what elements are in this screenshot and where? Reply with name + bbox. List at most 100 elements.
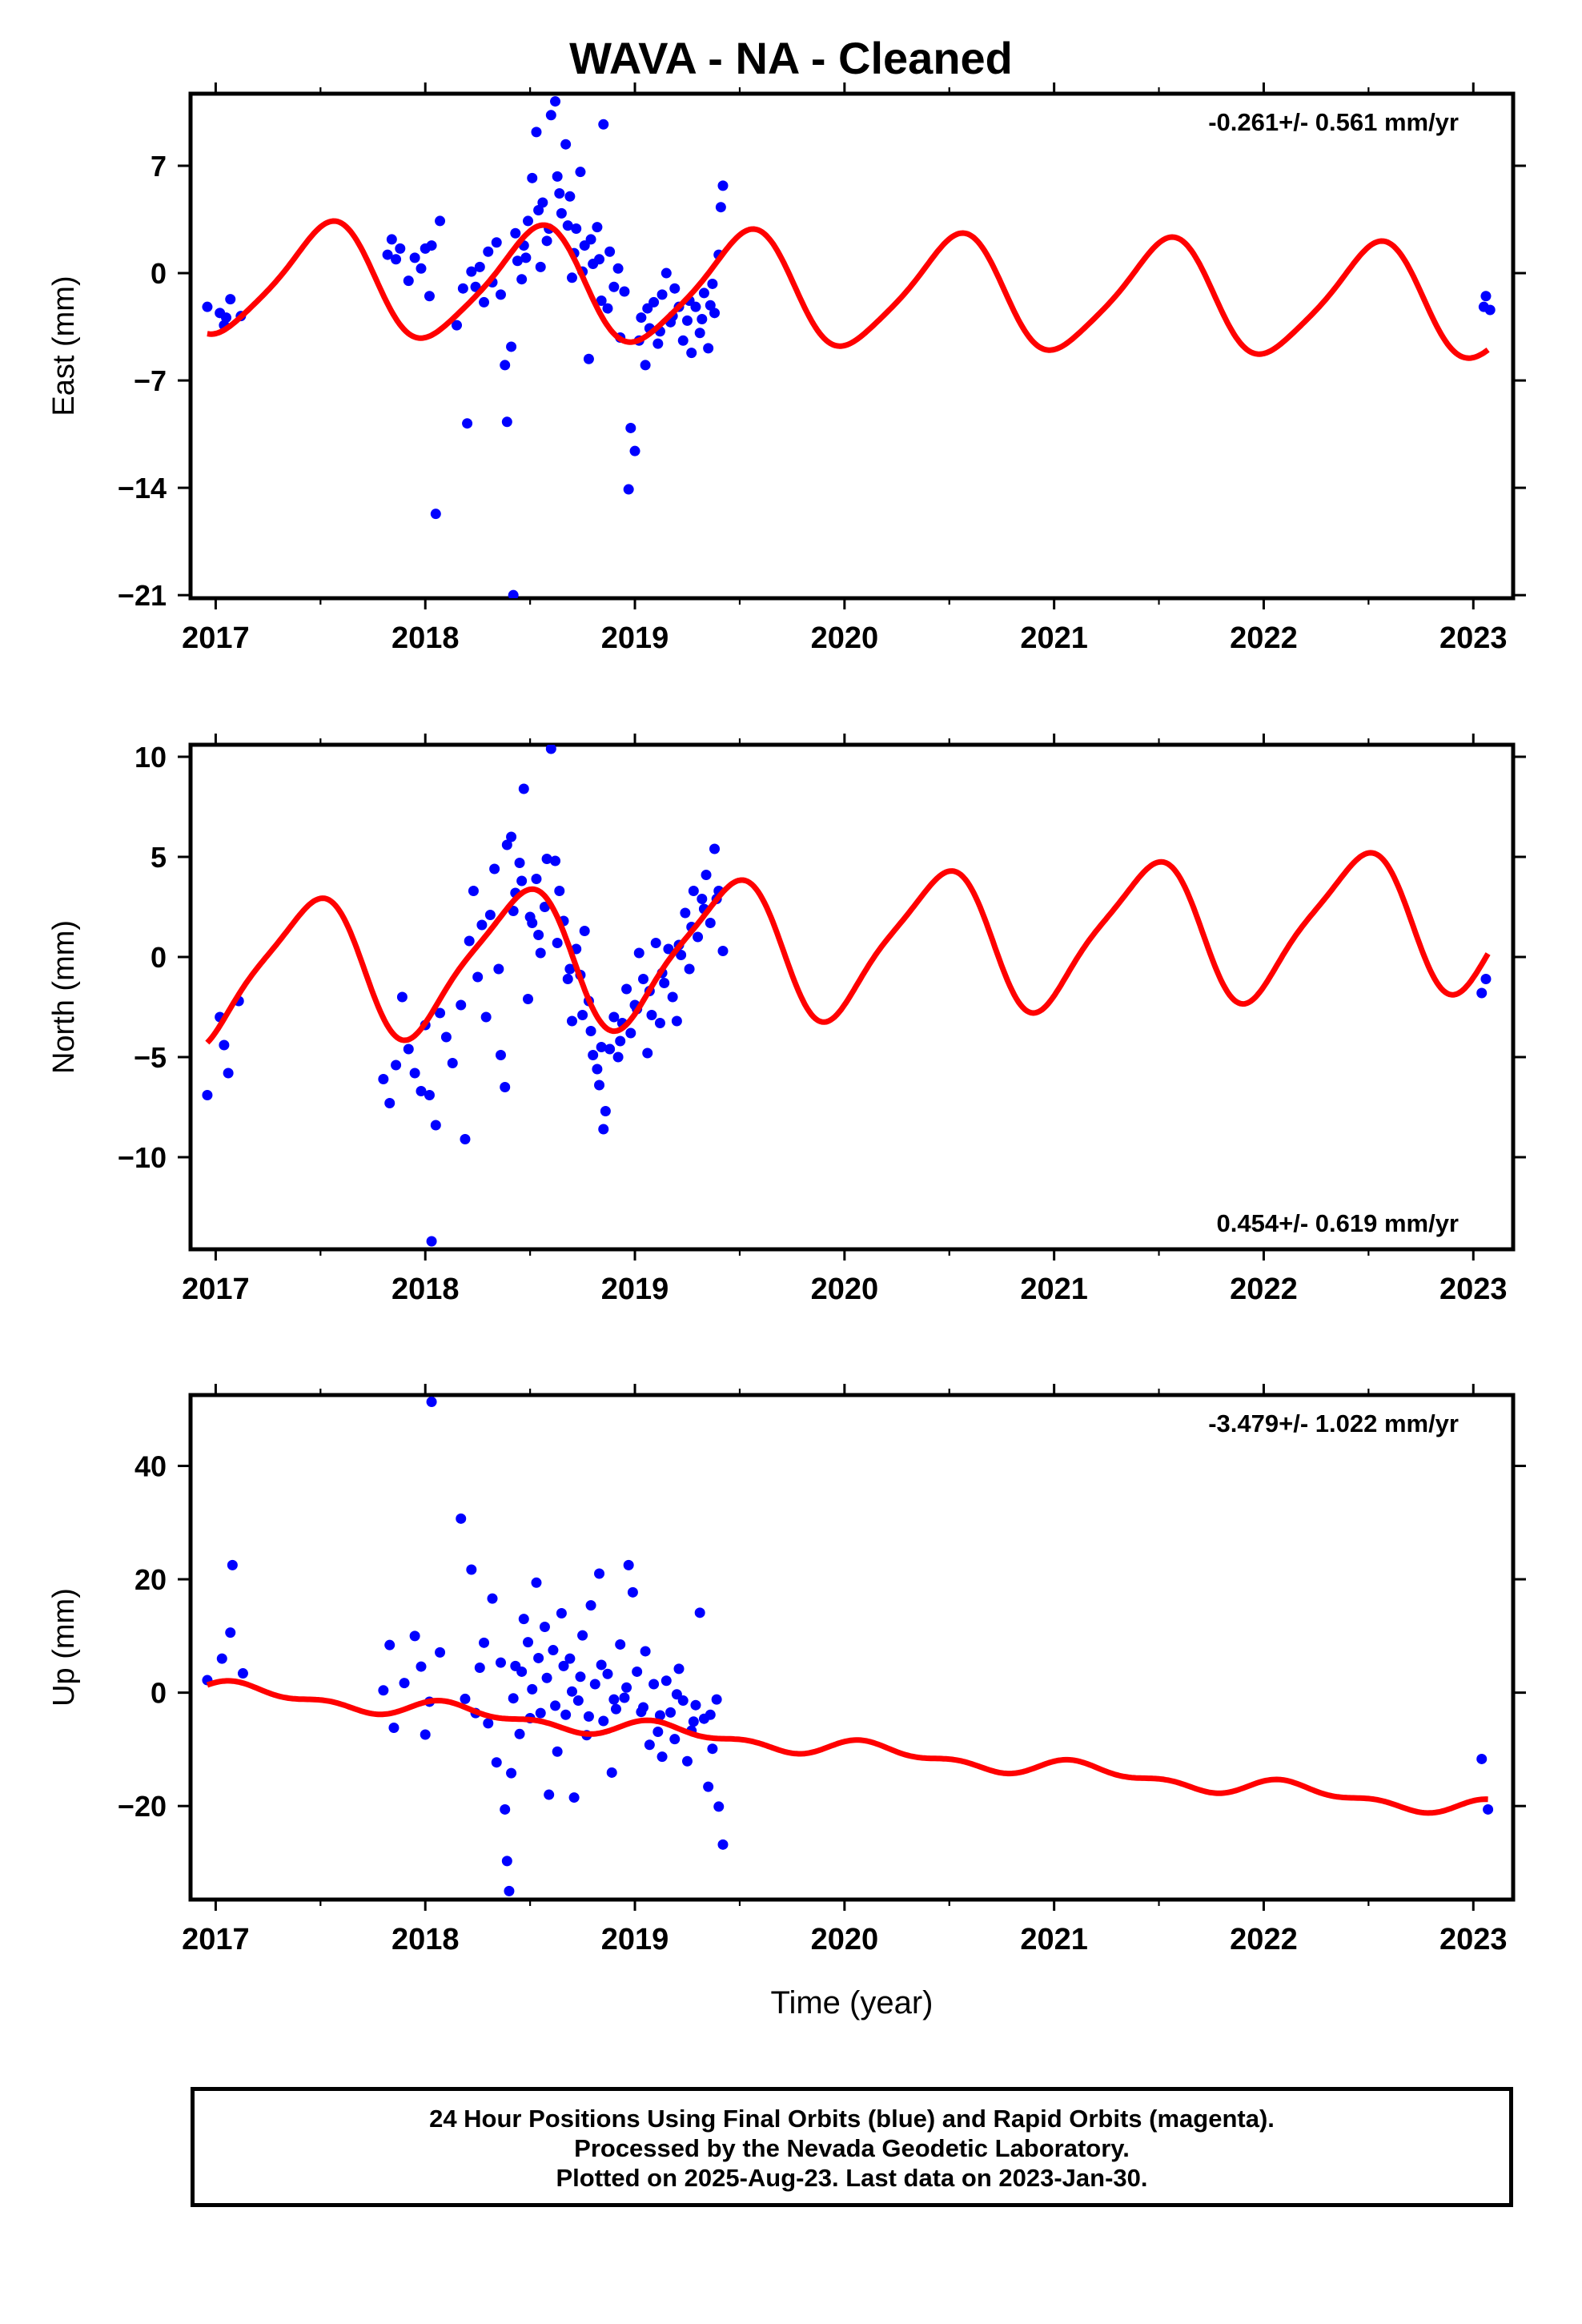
- data-point: [564, 963, 576, 975]
- data-point: [504, 1885, 515, 1896]
- data-point: [520, 252, 532, 263]
- data-point: [705, 300, 716, 311]
- data-point: [667, 991, 678, 1003]
- y-tick-label: −14: [118, 472, 167, 505]
- data-point: [592, 1063, 603, 1075]
- data-point: [562, 974, 573, 984]
- data-point: [416, 1661, 427, 1672]
- data-point: [707, 278, 718, 289]
- data-point: [552, 1746, 563, 1757]
- data-point: [669, 283, 681, 294]
- data-point: [560, 1709, 572, 1720]
- data-point: [636, 312, 647, 324]
- y-tick-label: 0: [151, 257, 167, 290]
- data-point: [237, 1668, 248, 1679]
- data-point: [598, 1124, 609, 1135]
- data-point: [589, 1679, 600, 1690]
- data-point: [588, 1050, 599, 1060]
- data-point: [583, 353, 594, 364]
- data-point: [440, 1031, 452, 1043]
- data-point: [552, 171, 563, 182]
- data-point: [566, 272, 577, 283]
- data-point: [225, 1627, 236, 1638]
- data-point: [676, 950, 687, 960]
- x-tick-label: 2019: [601, 1273, 669, 1306]
- data-point: [707, 1743, 718, 1755]
- data-point: [424, 1090, 435, 1100]
- data-point: [606, 1767, 617, 1778]
- data-point: [535, 1707, 546, 1719]
- data-point: [633, 947, 644, 959]
- data-point: [612, 1051, 624, 1063]
- data-point: [610, 1703, 621, 1715]
- data-point: [506, 341, 517, 352]
- data-point: [652, 1726, 664, 1737]
- model-curve-up: [206, 1678, 1489, 1816]
- x-tick-label: 2017: [182, 1273, 250, 1306]
- data-point: [612, 263, 624, 274]
- data-point: [615, 1638, 626, 1650]
- data-point: [227, 1559, 238, 1570]
- data-point: [480, 1011, 492, 1023]
- data-point: [575, 167, 586, 178]
- y-axis-label: North (mm): [47, 920, 81, 1074]
- data-point: [665, 1707, 677, 1718]
- data-point: [669, 1734, 681, 1745]
- data-point: [495, 289, 506, 300]
- data-point: [476, 919, 488, 931]
- data-point: [579, 926, 590, 936]
- data-point: [466, 266, 477, 277]
- data-point: [640, 1646, 651, 1657]
- data-point: [650, 938, 661, 948]
- data-point: [541, 854, 552, 864]
- data-point: [391, 254, 402, 265]
- data-point: [709, 308, 721, 319]
- data-point: [457, 283, 468, 294]
- data-point: [514, 1728, 525, 1739]
- data-point: [694, 1607, 705, 1618]
- data-point: [216, 1653, 227, 1664]
- y-tick-label: 0: [151, 941, 167, 974]
- data-point: [474, 1662, 485, 1673]
- data-point: [451, 320, 462, 331]
- data-point: [523, 215, 534, 227]
- data-point: [594, 254, 605, 265]
- data-point: [493, 963, 504, 975]
- data-point: [673, 1663, 685, 1675]
- x-tick-label: 2018: [391, 621, 460, 655]
- data-point: [671, 1015, 682, 1027]
- data-point: [554, 886, 565, 896]
- data-point: [523, 1637, 534, 1648]
- data-point: [564, 1653, 576, 1664]
- data-point: [531, 874, 542, 884]
- data-point: [487, 1593, 498, 1604]
- data-point: [202, 1090, 213, 1100]
- x-tick-label: 2022: [1230, 1923, 1298, 1956]
- data-point: [531, 1577, 542, 1588]
- data-point: [556, 1608, 567, 1619]
- data-point: [430, 509, 441, 520]
- data-point: [495, 1050, 506, 1060]
- data-point: [468, 886, 479, 896]
- data-point: [575, 1671, 586, 1683]
- model-curve-north: [205, 850, 1491, 1045]
- data-point: [541, 235, 552, 247]
- data-point: [430, 1120, 441, 1131]
- data-point: [527, 172, 538, 183]
- data-point: [416, 1086, 427, 1096]
- data-point: [501, 416, 512, 428]
- data-point: [598, 1715, 609, 1727]
- data-point: [500, 1803, 511, 1815]
- data-point: [671, 1689, 682, 1700]
- x-tick-label: 2017: [182, 1923, 250, 1956]
- data-point: [564, 191, 576, 202]
- data-point: [594, 1080, 605, 1091]
- data-point: [562, 220, 573, 231]
- data-point: [202, 301, 213, 312]
- data-point: [524, 911, 536, 923]
- data-point: [1483, 1803, 1494, 1815]
- x-tick-label: 2020: [811, 1273, 879, 1306]
- y-tick-label: 0: [151, 1677, 167, 1710]
- y-tick-label: 10: [135, 741, 167, 774]
- data-point: [550, 1700, 561, 1711]
